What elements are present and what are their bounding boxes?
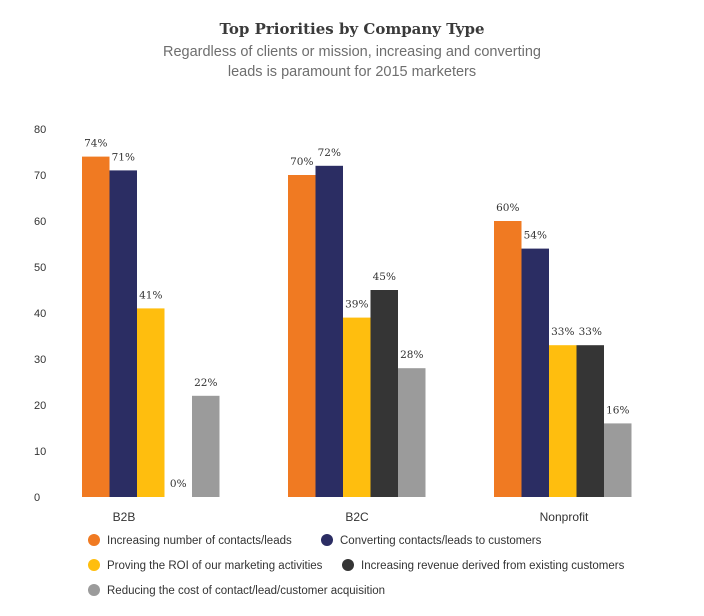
data-label: 71% xyxy=(112,151,135,163)
data-label: 60% xyxy=(496,202,519,214)
legend-label: Increasing revenue derived from existing… xyxy=(361,560,625,572)
legend-item: Increasing number of contacts/leads xyxy=(88,534,292,547)
data-label: 72% xyxy=(318,147,341,159)
plot-area: 74% 71% 41% 0% 22% 70% 72% 39% 45% 28% 60% 54% 33% 33… xyxy=(82,138,632,498)
legend-label: Converting contacts/leads to customers xyxy=(340,535,542,547)
category-label: B2C xyxy=(345,510,369,524)
y-tick-label: 30 xyxy=(34,354,46,366)
y-tick-label: 0 xyxy=(34,492,40,504)
legend-marker xyxy=(342,559,354,571)
chart-subtitle-line-2: leads is paramount for 2015 marketers xyxy=(228,64,476,80)
bar xyxy=(109,170,137,497)
data-label: 33% xyxy=(551,326,574,338)
legend-item: Increasing revenue derived from existing… xyxy=(342,559,625,572)
chart-subtitle-line-1: Regardless of clients or mission, increa… xyxy=(163,44,541,60)
y-tick-label: 40 xyxy=(34,308,46,320)
bar xyxy=(343,317,371,497)
legend-label: Proving the ROI of our marketing activit… xyxy=(107,560,323,572)
legend-label: Increasing number of contacts/leads xyxy=(107,535,292,547)
legend-label: Reducing the cost of contact/lead/custom… xyxy=(107,585,385,597)
bar xyxy=(521,248,549,497)
legend-marker xyxy=(321,534,333,546)
bar-group: 70% 72% 39% 45% 28% xyxy=(288,147,426,498)
legend-marker xyxy=(88,559,100,571)
bar xyxy=(370,290,398,497)
legend-marker xyxy=(88,534,100,546)
data-label: 16% xyxy=(606,404,629,416)
y-tick-label: 60 xyxy=(34,216,46,228)
bar-group: 60% 54% 33% 33% 16% xyxy=(494,202,632,497)
bar xyxy=(398,368,426,497)
data-label: 41% xyxy=(139,289,162,301)
y-tick-label: 70 xyxy=(34,170,46,182)
data-label: 28% xyxy=(400,349,423,361)
legend-item: Proving the ROI of our marketing activit… xyxy=(88,559,323,572)
bar-group: 74% 71% 41% 0% 22% xyxy=(82,138,220,497)
bar xyxy=(288,175,316,497)
bar xyxy=(549,345,577,497)
data-label: 0% xyxy=(170,478,187,490)
category-label: B2B xyxy=(113,510,136,524)
bar xyxy=(576,345,604,497)
data-label: 54% xyxy=(524,230,547,242)
legend-marker xyxy=(88,584,100,596)
bar xyxy=(137,308,165,497)
y-tick-label: 10 xyxy=(34,446,46,458)
data-label: 74% xyxy=(84,138,107,150)
y-axis: 0 10 20 30 40 50 60 70 80 xyxy=(34,124,46,504)
category-label: Nonprofit xyxy=(540,510,589,524)
legend: Increasing number of contacts/leads Conve… xyxy=(88,534,625,597)
chart-title: Top Priorities by Company Type xyxy=(219,20,484,38)
data-label: 39% xyxy=(345,299,368,311)
data-label: 45% xyxy=(373,271,396,283)
bar xyxy=(494,221,522,497)
bar xyxy=(82,156,110,497)
bar xyxy=(192,395,220,497)
data-label: 33% xyxy=(579,326,602,338)
legend-item: Converting contacts/leads to customers xyxy=(321,534,542,547)
x-axis: B2B B2C Nonprofit xyxy=(113,510,589,524)
data-label: 22% xyxy=(194,377,217,389)
bar xyxy=(604,423,632,497)
data-label: 70% xyxy=(290,156,313,168)
legend-item: Reducing the cost of contact/lead/custom… xyxy=(88,584,385,597)
y-tick-label: 20 xyxy=(34,400,46,412)
y-tick-label: 80 xyxy=(34,124,46,136)
bar xyxy=(315,165,343,498)
y-tick-label: 50 xyxy=(34,262,46,274)
